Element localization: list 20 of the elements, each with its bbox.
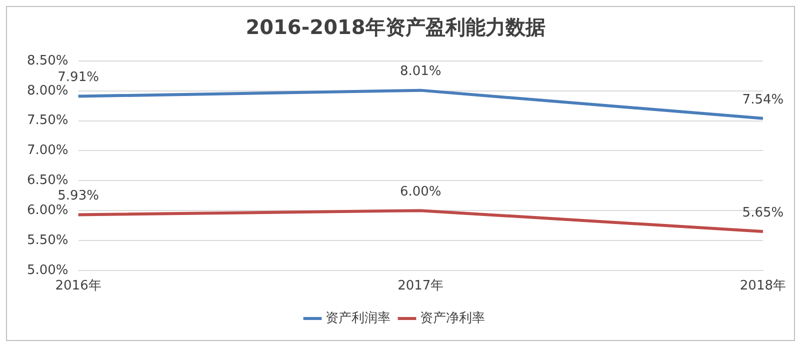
y-tick-label: 8.50% [26, 53, 68, 68]
legend-label: 资产利润率 [326, 310, 390, 326]
chart-title: 2016-2018年资产盈利能力数据 [246, 15, 546, 40]
data-label: 7.54% [742, 92, 784, 108]
x-tick-label: 2017年 [398, 278, 444, 294]
y-tick-label: 6.00% [26, 202, 68, 218]
data-label: 5.93% [58, 188, 99, 204]
y-tick-label: 6.50% [26, 173, 68, 188]
y-tick-label: 7.50% [26, 113, 68, 128]
data-label: 8.01% [400, 64, 442, 80]
data-label: 7.91% [58, 70, 99, 86]
data-label: 6.00% [400, 184, 442, 200]
data-label: 5.65% [742, 205, 784, 220]
x-tick-label: 2016年 [55, 278, 102, 294]
y-tick-label: 5.00% [26, 262, 68, 278]
x-tick-label: 2018年 [740, 278, 786, 294]
y-tick-label: 7.00% [26, 143, 68, 158]
legend-label: 资产净利率 [420, 310, 485, 326]
y-tick-label: 8.00% [26, 83, 68, 98]
y-tick-label: 5.50% [26, 232, 68, 248]
